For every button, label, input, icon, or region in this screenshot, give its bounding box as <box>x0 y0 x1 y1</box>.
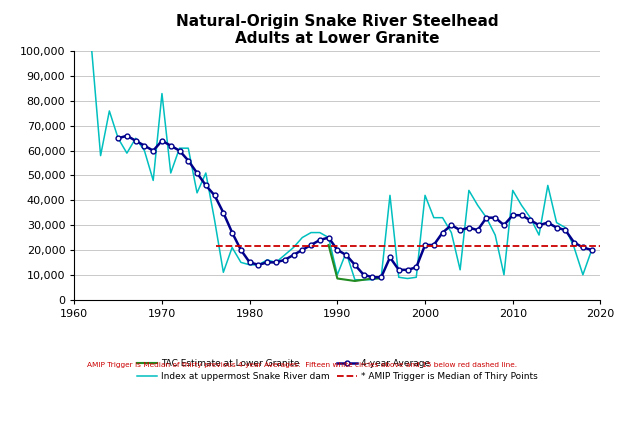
Text: AMIP Trigger is Median of thirty previous 4-year Averages:  Fifteen white circle: AMIP Trigger is Median of thirty previou… <box>87 362 517 368</box>
Title: Natural-Origin Snake River Steelhead
Adults at Lower Granite: Natural-Origin Snake River Steelhead Adu… <box>176 14 499 46</box>
Legend: TAC Estimate at Lower Granite, Index at uppermost Snake River dam, 4-year Averag: TAC Estimate at Lower Granite, Index at … <box>137 359 538 381</box>
